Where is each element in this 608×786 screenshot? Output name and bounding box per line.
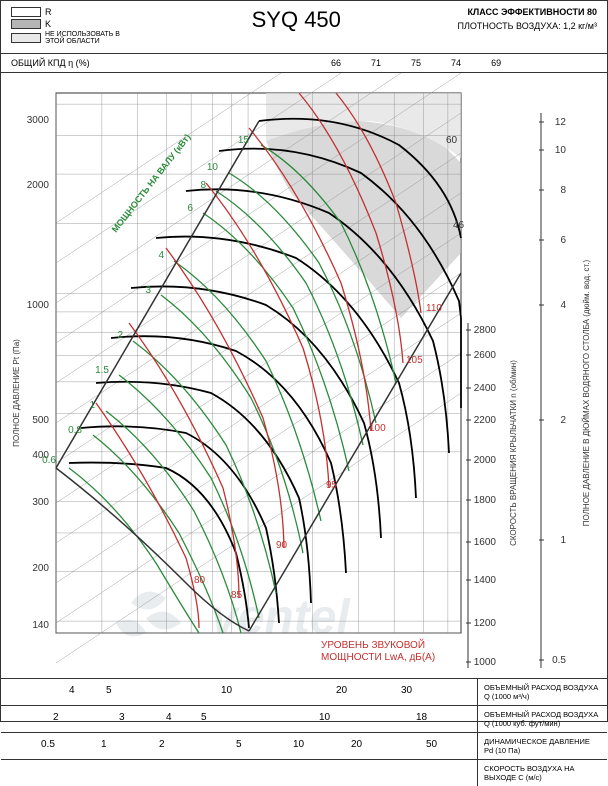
svg-text:85: 85 (231, 590, 243, 601)
svg-text:140: 140 (32, 620, 49, 631)
svg-text:200: 200 (32, 563, 49, 574)
x2-ticks: 23451018 (1, 706, 477, 732)
svg-text:90: 90 (276, 540, 288, 551)
x-axis2-row: 23451018 ОБЪЕМНЫЙ РАСХОД ВОЗДУХА Q (1000… (1, 705, 607, 732)
x1-label: ОБЪЕМНЫЙ РАСХОД ВОЗДУХА Q (1000 м³/ч) (477, 679, 607, 705)
x-axis4-row: СКОРОСТЬ ВОЗДУХА НА ВЫХОДЕ С (м/с) (1, 759, 607, 786)
svg-text:6: 6 (187, 203, 193, 214)
svg-text:2: 2 (560, 415, 566, 426)
legend-r-label: R (45, 7, 52, 17)
svg-text:105: 105 (406, 355, 423, 366)
legend-none-label: НЕ ИСПОЛЬЗОВАТЬ В ЭТОЙ ОБЛАСТИ (45, 31, 135, 45)
kpd-values: 6671757469 (331, 58, 501, 68)
svg-text:1.5: 1.5 (95, 365, 109, 376)
svg-text:300: 300 (32, 497, 49, 508)
chart-svg: ventel300020001000500400300200140ПОЛНОЕ … (1, 73, 608, 678)
svg-text:0.5: 0.5 (552, 655, 566, 666)
svg-text:1: 1 (560, 535, 566, 546)
svg-text:10: 10 (555, 145, 567, 156)
svg-text:МОЩНОСТИ LwA, дБ(А): МОЩНОСТИ LwA, дБ(А) (321, 652, 435, 663)
svg-text:95: 95 (326, 480, 338, 491)
svg-text:2: 2 (117, 330, 123, 341)
efficiency-class: КЛАСС ЭФФЕКТИВНОСТИ 80 (458, 7, 597, 17)
svg-text:МОЩНОСТЬ НА ВАЛУ (кВт): МОЩНОСТЬ НА ВАЛУ (кВт) (110, 132, 193, 234)
svg-text:8: 8 (200, 180, 206, 191)
svg-text:500: 500 (32, 415, 49, 426)
x-axis3-row: 0.5125102050 ДИНАМИЧЕСКОЕ ДАВЛЕНИЕ Pd (1… (1, 732, 607, 759)
svg-text:ПОЛНОЕ ДАВЛЕНИЕ Pt (Па): ПОЛНОЕ ДАВЛЕНИЕ Pt (Па) (12, 339, 21, 447)
x-axis1-row: 45102030 ОБЪЕМНЫЙ РАСХОД ВОЗДУХА Q (1000… (1, 678, 607, 705)
svg-text:46: 46 (453, 220, 465, 231)
svg-text:ПОЛНОЕ ДАВЛЕНИЕ В ДЮЙМАХ ВОДЯН: ПОЛНОЕ ДАВЛЕНИЕ В ДЮЙМАХ ВОДЯНОГО СТОЛБА… (582, 259, 591, 526)
svg-text:10: 10 (207, 162, 219, 173)
swatch-k (11, 19, 41, 29)
swatch-none (11, 33, 41, 43)
chart-title: SYQ 450 (135, 7, 458, 47)
svg-text:УРОВЕНЬ ЗВУКОВОЙ: УРОВЕНЬ ЗВУКОВОЙ (321, 638, 425, 651)
svg-text:2000: 2000 (27, 180, 50, 191)
svg-text:2800: 2800 (474, 325, 497, 336)
svg-text:0.6: 0.6 (42, 455, 56, 466)
x1-ticks: 45102030 (1, 679, 477, 705)
svg-text:60: 60 (446, 135, 458, 146)
svg-text:СКОРОСТЬ ВРАЩЕНИЯ КРЫЛЬЧАТКИ n: СКОРОСТЬ ВРАЩЕНИЯ КРЫЛЬЧАТКИ n (об/мин) (509, 360, 518, 546)
legend-k-label: K (45, 19, 51, 29)
svg-text:1: 1 (89, 400, 95, 411)
svg-text:8: 8 (560, 185, 566, 196)
svg-text:1200: 1200 (474, 618, 497, 629)
kpd-label: ОБЩИЙ КПД η (%) (11, 58, 231, 68)
x4-ticks (1, 760, 477, 786)
svg-text:80: 80 (194, 575, 206, 586)
svg-text:1000: 1000 (474, 657, 497, 668)
svg-text:3000: 3000 (27, 115, 50, 126)
svg-text:15: 15 (238, 135, 250, 146)
svg-text:4: 4 (158, 250, 164, 261)
swatch-r (11, 7, 41, 17)
chart-header: R K НЕ ИСПОЛЬЗОВАТЬ В ЭТОЙ ОБЛАСТИ SYQ 4… (1, 1, 607, 54)
svg-text:2200: 2200 (474, 415, 497, 426)
svg-text:2400: 2400 (474, 383, 497, 394)
svg-text:110: 110 (426, 303, 442, 314)
fan-performance-chart: R K НЕ ИСПОЛЬЗОВАТЬ В ЭТОЙ ОБЛАСТИ SYQ 4… (0, 0, 608, 722)
svg-text:3: 3 (145, 285, 151, 296)
svg-text:100: 100 (369, 423, 386, 434)
x2-label: ОБЪЕМНЫЙ РАСХОД ВОЗДУХА Q (1000 куб. фут… (477, 706, 607, 732)
x4-label: СКОРОСТЬ ВОЗДУХА НА ВЫХОДЕ С (м/с) (477, 760, 607, 786)
air-density: ПЛОТНОСТЬ ВОЗДУХА: 1,2 кг/м³ (458, 21, 597, 31)
svg-text:12: 12 (555, 117, 567, 128)
svg-text:2600: 2600 (474, 350, 497, 361)
svg-text:1600: 1600 (474, 537, 497, 548)
svg-text:0.8: 0.8 (68, 425, 82, 436)
kpd-row: ОБЩИЙ КПД η (%) 6671757469 (1, 54, 607, 73)
legend: R K НЕ ИСПОЛЬЗОВАТЬ В ЭТОЙ ОБЛАСТИ (11, 7, 135, 47)
svg-text:4: 4 (560, 300, 566, 311)
x3-label: ДИНАМИЧЕСКОЕ ДАВЛЕНИЕ Pd (10 Па) (477, 733, 607, 759)
svg-text:6: 6 (560, 235, 566, 246)
svg-text:1400: 1400 (474, 575, 497, 586)
x3-ticks: 0.5125102050 (1, 733, 477, 759)
svg-text:2000: 2000 (474, 455, 497, 466)
header-info: КЛАСС ЭФФЕКТИВНОСТИ 80 ПЛОТНОСТЬ ВОЗДУХА… (458, 7, 597, 47)
svg-text:1000: 1000 (27, 300, 50, 311)
svg-text:1800: 1800 (474, 495, 497, 506)
